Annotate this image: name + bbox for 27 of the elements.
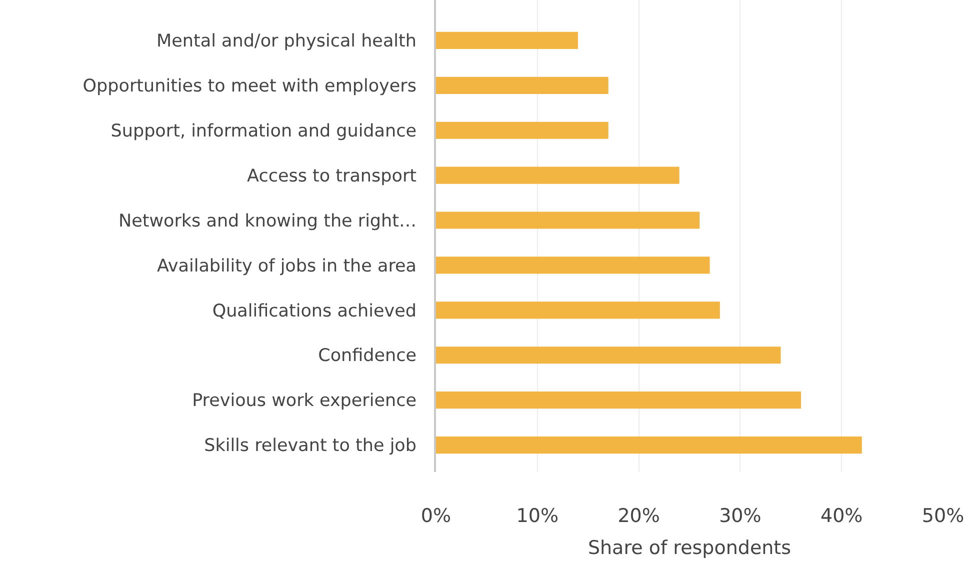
bar [436,212,700,229]
bar [436,346,781,364]
y-tick-label: Skills relevant to the job [204,436,416,456]
y-tick-label: Previous work experience [192,391,416,412]
x-axis-title: Share of respondents [588,536,792,559]
x-tick-label: 20% [618,505,660,527]
bar [436,302,720,319]
y-tick-label: Mental and/or physical health [156,32,416,52]
y-tick-label: Networks and knowing the right… [118,211,416,232]
bar [436,256,710,274]
y-tick-label: Access to transport [247,166,417,186]
y-tick-label: Availability of jobs in the area [156,256,416,276]
x-tick-label: 40% [820,505,863,527]
x-tick-label: 30% [719,505,762,527]
bar [436,122,608,139]
y-tick-label: Opportunities to meet with employers [82,76,416,97]
y-tick-label: Qualifications achieved [212,301,416,322]
bar [436,166,680,184]
x-tick-label: 50% [922,505,964,527]
bar [436,32,578,49]
bar [436,436,862,454]
bar [436,76,608,94]
y-tick-label: Support, information and guidance [110,121,416,142]
x-tick-label: 10% [516,505,559,527]
y-tick-label: Confidence [318,346,416,366]
x-tick-label: 0% [420,505,452,527]
bar [436,392,802,409]
